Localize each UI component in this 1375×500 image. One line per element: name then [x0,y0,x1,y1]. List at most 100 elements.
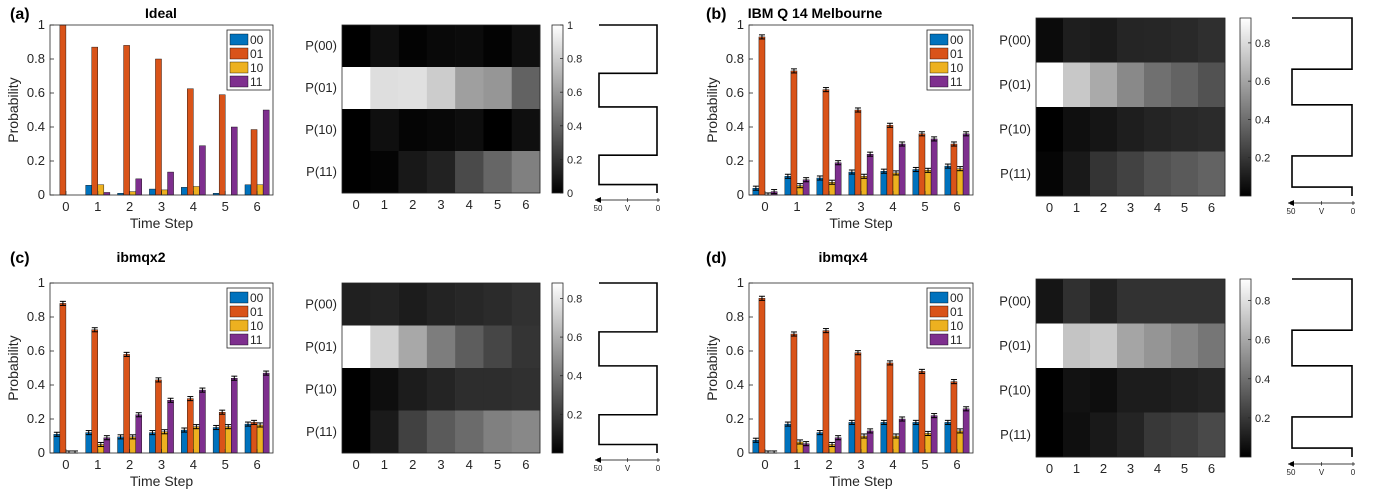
row-label: P(10) [305,381,337,396]
bar [250,129,258,196]
heatmap-cell [1198,279,1226,324]
column-label: 4 [466,457,473,472]
column-label: 3 [437,197,444,212]
column-label: 5 [1181,200,1188,215]
x-axis-label: Time Step [829,473,892,489]
bar [924,433,932,454]
bar [822,89,830,196]
x-tick-label: 2 [825,457,832,472]
heatmap-cell [1063,323,1091,369]
bar [886,362,894,454]
x-tick-label: 2 [126,457,133,472]
heatmap-cell [342,410,371,454]
potential-axis-label: 50 [594,464,603,473]
heatmap-cell [483,151,513,194]
heatmap-cell [1144,279,1172,324]
colorbar-tick-label: 0.4 [1255,374,1270,386]
heatmap-cell [1036,412,1064,458]
y-tick-label: 0.6 [726,343,744,358]
x-tick-label: 1 [793,199,800,214]
heatmap-cell [1036,18,1064,63]
colorbar: 0 0.2 0.4 0.6 0.8 1 [551,20,582,200]
heatmap-cell [1063,18,1091,63]
chart-title: ibmqx2 [116,249,165,265]
x-tick-label: 1 [793,457,800,472]
potential-profile: 50 V 0 [1287,278,1356,477]
heatmap: P(00) P(01) P(10) P(11) 0 1 2 3 4 5 6 [305,24,541,212]
y-tick-label: 0.8 [27,51,45,66]
column-label: 0 [353,457,360,472]
bar [85,432,92,454]
heatmap-cell [1198,151,1226,197]
heatmap-frame [341,24,541,194]
colorbar-tick-label: 0.6 [1255,335,1270,347]
colorbar-scale [1239,17,1252,197]
potential-profile: 50 V 0 [594,24,661,213]
x-tick-label: 5 [222,457,229,472]
colorbar-tick-label: 0.2 [1255,153,1270,165]
heatmap-cell [1090,18,1118,63]
bar [85,185,92,196]
bar [898,418,906,454]
y-tick-label: 0.6 [27,343,45,358]
heatmap-cell [1171,368,1199,413]
bar [225,426,232,454]
heatmap-cell [1144,151,1172,197]
bar [758,36,766,196]
y-tick-label: 0 [737,187,744,202]
heatmap-cell [1144,323,1172,369]
column-label: 1 [1073,461,1080,476]
heatmap-cell [1117,107,1145,152]
legend-label: 11 [250,333,263,347]
colorbar-tick-label: 0.4 [1255,114,1270,126]
heatmap-cell [1117,62,1145,108]
heatmap-cell [1090,107,1118,152]
y-tick-label: 0.4 [726,119,744,134]
bar [59,24,67,196]
bar [924,170,932,196]
bar [91,46,98,196]
y-tick-label: 1 [737,17,744,32]
row-label: P(10) [999,382,1031,397]
bar [860,176,868,196]
legend-swatch [229,47,249,60]
legend-label: 10 [950,61,964,75]
row-label: P(01) [999,338,1031,353]
heatmap-cell [483,325,513,369]
row-label: P(11) [1000,427,1031,442]
y-axis-label: Probability [704,77,720,142]
heatmap-cell [1090,279,1118,324]
heatmap-cell [426,151,456,194]
heatmap-cell [1171,323,1199,369]
row-label: P(00) [305,38,337,53]
bar [950,143,958,196]
legend-swatch [929,61,949,74]
bar [848,171,856,196]
x-tick-label: 3 [158,457,165,472]
bar [930,138,938,196]
legend-swatch [929,47,949,60]
bar [123,45,130,196]
heatmap-frame [341,282,541,454]
x-tick-label: 6 [253,199,260,214]
bar [912,422,920,454]
legend-label: 10 [250,319,264,333]
heatmap-cell [455,109,484,152]
heatmap-cell [455,368,484,411]
legend-swatch [229,33,249,46]
y-tick-label: 0 [38,445,45,460]
y-tick-label: 0.4 [27,377,45,392]
heatmap-cell [342,325,371,369]
bar [91,329,98,454]
column-label: 4 [1154,200,1161,215]
heatmap-cell [1117,368,1145,413]
bar [880,170,888,196]
legend-label: 10 [950,319,964,333]
colorbar-scale [551,282,564,454]
heatmap-cell [1198,107,1226,152]
